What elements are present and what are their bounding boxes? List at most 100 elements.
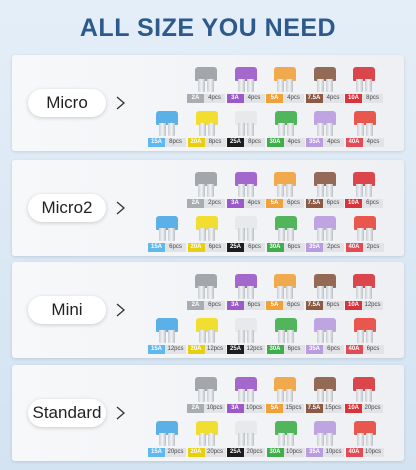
fuse-count: 6pcs [283,243,305,252]
fuse-label: 30A 10pcs [266,448,305,457]
fuse-blade [365,330,373,343]
fuse-rating: 5A [266,301,283,310]
fuse-blade [325,79,333,92]
fuse-rating: 20A [187,448,205,457]
fuse-blade [325,286,333,299]
fuse-body [274,172,296,186]
fuse-label: 3A 10pcs [226,404,265,413]
fuse-rating: 7.5A [305,404,323,413]
fuse-blade [198,79,205,92]
fuse-blade [277,184,284,197]
fuse-count: 12pcs [362,301,383,310]
fuse-rating: 2A [187,301,204,310]
fuse-rating: 30A [266,138,284,147]
fuse-body [313,67,336,81]
fuse-blade [277,123,285,136]
fuse-blade [277,389,284,402]
fuse-count: 15pcs [322,404,344,413]
fuse-blade [246,79,254,92]
fuse-body [235,421,257,435]
fuse-rating: 15A [148,448,165,457]
fuse-icon [351,67,377,93]
fuse-rating: 7.5A [305,301,323,310]
fuse-rating: 25A [227,448,244,457]
fuse-count: 6pcs [243,301,265,310]
fuse-label: 10A 6pcs [345,199,383,208]
fuse-rating: 3A [226,94,244,103]
size-panel: Micro 2A 4pcs 3A 4pcs 5A 4pcs 7.5A 4pcs 10A 8pcs 15… [12,55,404,151]
fuse-rating: 2A [187,404,204,413]
fuse-blade [356,389,363,402]
chevron [116,201,125,215]
fuse-blade [356,228,364,241]
fuse-blade [286,79,293,92]
fuse-body [195,377,217,391]
fuse-label: 35A 6pcs [306,345,344,354]
fuse-body [234,172,257,186]
fuse-label: 35A 4pcs [306,138,344,147]
fuse-blade [237,184,245,197]
fuse-count: 20pcs [362,404,383,413]
chevron [116,96,125,110]
fuse-label: 2A 10pcs [187,404,225,413]
fuse-icon [233,111,259,137]
fuse-blade [286,228,294,241]
fuse-label: 5A 15pcs [266,404,304,413]
fuse-blade [325,389,333,402]
fuse-blade [207,228,215,241]
fuse-blade [168,433,175,446]
fuse-blade [356,330,364,343]
fuse-count: 20pcs [244,448,265,457]
chevron [116,303,125,317]
fuse-rating: 10A [345,301,362,310]
fuse-blade [326,228,333,241]
fuse-label: 15A 6pcs [148,243,186,252]
fuse-icon [194,318,220,344]
fuse-icon [272,172,298,198]
fuse-body [235,111,257,125]
fuse-blade [317,228,324,241]
fuse-rating: 2A [187,94,204,103]
fuse-icon [194,111,220,137]
fuse-label: 40A 10pcs [345,448,384,457]
fuse-count: 8pcs [362,94,383,103]
fuse-body [274,318,297,332]
fuse-count: 4pcs [243,199,265,208]
fuse-label: 35A 2pcs [306,243,344,252]
fuse-icon [193,377,219,403]
fuse-label: 25A 6pcs [227,243,265,252]
fuse-body [353,274,375,288]
fuse-blade [237,286,245,299]
fuse-label: 40A 2pcs [345,243,384,252]
fuse-body [274,274,296,288]
fuse-label: 5A 6pcs [266,199,304,208]
fuse-icon [194,421,220,447]
fuse-blade [238,330,245,343]
fuse-blade [326,123,333,136]
title: ALL SIZE YOU NEED [79,14,337,42]
fuse-count: 4pcs [322,94,344,103]
fuse-count: 2pcs [323,243,344,252]
fuse-blade [238,123,245,136]
fuse-icon [273,216,299,242]
fuse-icon [351,172,377,198]
fuse-label: 2A 2pcs [187,199,225,208]
fuse-rating: 5A [266,404,283,413]
fuse-body [314,111,336,125]
fuse-label: 3A 4pcs [226,94,265,103]
fuse-blade [159,228,166,241]
fuse-icon [352,318,378,344]
fuse-body [353,67,375,81]
fuse-body [274,377,296,391]
fuse-body [195,172,217,186]
fuse-blade [316,286,324,299]
chevron-line [116,201,125,215]
fuse-body [156,216,178,230]
fuse-icon [312,216,338,242]
fuse-icon [312,67,338,93]
fuse-label: 35A 10pcs [306,448,344,457]
fuse-rating: 40A [345,138,363,147]
fuse-blade [356,433,364,446]
fuse-body [234,67,257,81]
fuse-count: 6pcs [283,345,305,354]
